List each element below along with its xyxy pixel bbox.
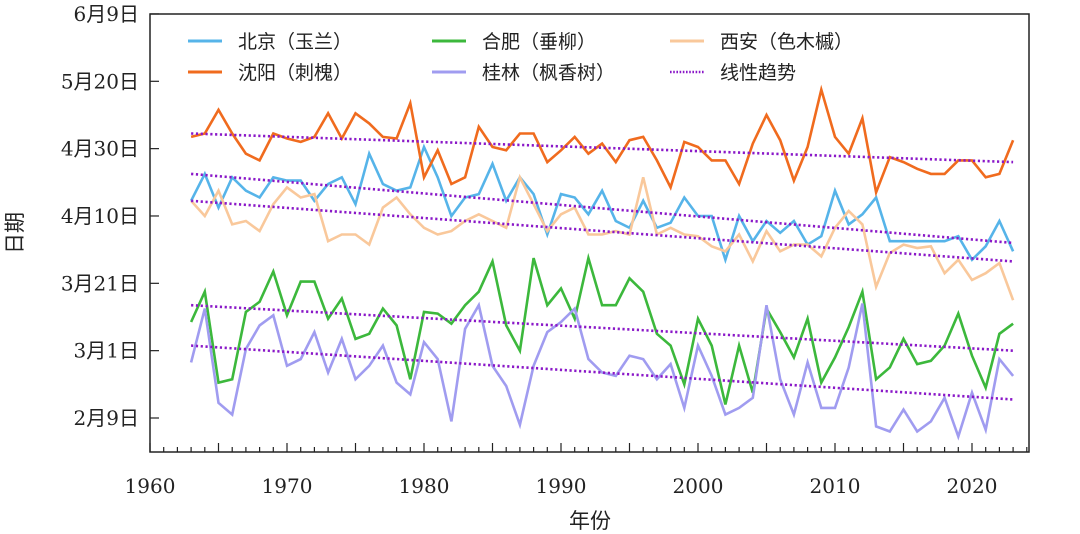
- y-tick-label: 3月1日: [74, 339, 139, 363]
- y-tick-label: 5月20日: [61, 69, 139, 93]
- series-line-3: [190, 84, 1015, 198]
- legend-label: 桂林（枫香树）: [482, 62, 615, 84]
- y-tick-label: 3月21日: [61, 271, 139, 295]
- x-tick-label: 1980: [399, 474, 450, 498]
- x-tick-label: 1960: [125, 474, 176, 498]
- series-line-4: [189, 301, 1015, 441]
- x-tick-label: 2000: [673, 474, 724, 498]
- x-axis-title: 年份: [569, 509, 611, 533]
- series-line-0: [189, 143, 1015, 265]
- series-line-1: [189, 252, 1014, 405]
- y-tick-label: 2月9日: [74, 406, 139, 430]
- legend-label: 北京（玉兰）: [238, 31, 352, 53]
- legend-label: 西安（色木槭）: [720, 31, 853, 53]
- trend-line-2: [191, 199, 1014, 263]
- legend-label: 沈阳（刺槐）: [238, 62, 352, 84]
- y-tick-label: 4月10日: [61, 204, 139, 228]
- y-tick-label: 6月9日: [74, 2, 139, 26]
- x-tick-label: 1990: [536, 474, 587, 498]
- y-axis: 2月9日 3月1日 3月21日 4月10日 4月30日 5月20日 6月9日: [61, 2, 159, 430]
- legend-label: 合肥（垂柳）: [482, 31, 596, 53]
- x-axis: 1960 1970 1980 1990 2000 2010 2020: [125, 443, 1028, 498]
- legend-label: 线性趋势: [720, 62, 796, 84]
- y-tick-label: 4月30日: [61, 137, 139, 161]
- x-tick-label: 1970: [262, 474, 313, 498]
- x-tick-label: 2010: [810, 474, 861, 498]
- series-line-2: [190, 173, 1015, 301]
- series-layer: [189, 84, 1015, 441]
- legend: 北京（玉兰） 合肥（垂柳） 西安（色木槭） 沈阳（刺槐） 桂林（枫香树） 线性趋势: [188, 31, 853, 84]
- trend-line-4: [191, 344, 1014, 401]
- x-tick-label: 2020: [947, 474, 998, 498]
- plot-frame: [149, 13, 1030, 453]
- trend-layer: [190, 132, 1014, 401]
- y-axis-title: 日期: [3, 212, 27, 254]
- trend-line-1: [190, 172, 1014, 245]
